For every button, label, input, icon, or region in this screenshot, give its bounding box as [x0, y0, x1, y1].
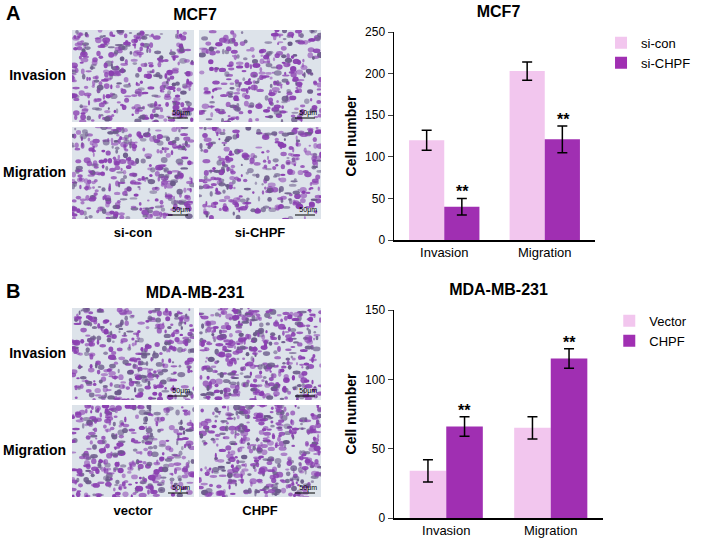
svg-text:**: **: [557, 111, 570, 128]
svg-text:Vector: Vector: [649, 314, 687, 329]
svg-text:50μm: 50μm: [172, 109, 190, 117]
html-text:B: B: [6, 280, 21, 302]
svg-text:si-con: si-con: [641, 36, 676, 51]
html-text:Migration: Migration: [3, 442, 66, 458]
html-text:vector: vector: [113, 503, 153, 518]
html-text:MCF7: MCF7: [173, 6, 217, 23]
svg-text:150: 150: [365, 303, 385, 317]
svg-text:Invasion: Invasion: [420, 245, 468, 260]
svg-text:**: **: [456, 183, 469, 200]
svg-text:Cell number: Cell number: [343, 373, 359, 454]
svg-text:50μm: 50μm: [299, 484, 317, 492]
html-text:MDA-MB-231: MDA-MB-231: [145, 284, 245, 301]
svg-text:100: 100: [365, 373, 385, 387]
svg-text:50μm: 50μm: [172, 484, 190, 492]
svg-text:200: 200: [365, 67, 385, 81]
html-text:A: A: [6, 2, 21, 24]
svg-text:si-CHPF: si-CHPF: [641, 56, 690, 71]
svg-text:Migration: Migration: [518, 245, 571, 260]
svg-text:CHPF: CHPF: [649, 334, 684, 349]
svg-text:Invasion: Invasion: [422, 523, 470, 538]
svg-text:**: **: [563, 334, 576, 351]
svg-text:50: 50: [372, 442, 386, 456]
svg-text:100: 100: [365, 150, 385, 164]
svg-text:250: 250: [365, 25, 385, 39]
html-text:Invasion: Invasion: [9, 67, 66, 83]
svg-text:50μm: 50μm: [172, 387, 190, 395]
svg-text:50μm: 50μm: [172, 206, 190, 214]
svg-text:**: **: [458, 402, 471, 419]
svg-text:0: 0: [378, 233, 385, 247]
svg-text:50μm: 50μm: [299, 109, 317, 117]
svg-text:MCF7: MCF7: [477, 3, 521, 20]
html-text:Migration: Migration: [3, 164, 66, 180]
html-text:CHPF: CHPF: [242, 503, 278, 518]
svg-text:50: 50: [372, 192, 386, 206]
svg-text:Migration: Migration: [524, 523, 577, 538]
svg-text:0: 0: [378, 511, 385, 525]
svg-text:50μm: 50μm: [299, 387, 317, 395]
html-text:si-CHPF: si-CHPF: [234, 225, 286, 240]
svg-text:50μm: 50μm: [299, 206, 317, 214]
html-text:Invasion: Invasion: [9, 345, 66, 361]
html-text:si-con: si-con: [113, 225, 153, 240]
svg-text:150: 150: [365, 108, 385, 122]
svg-text:Cell number: Cell number: [343, 95, 359, 176]
svg-text:MDA-MB-231: MDA-MB-231: [449, 281, 548, 298]
